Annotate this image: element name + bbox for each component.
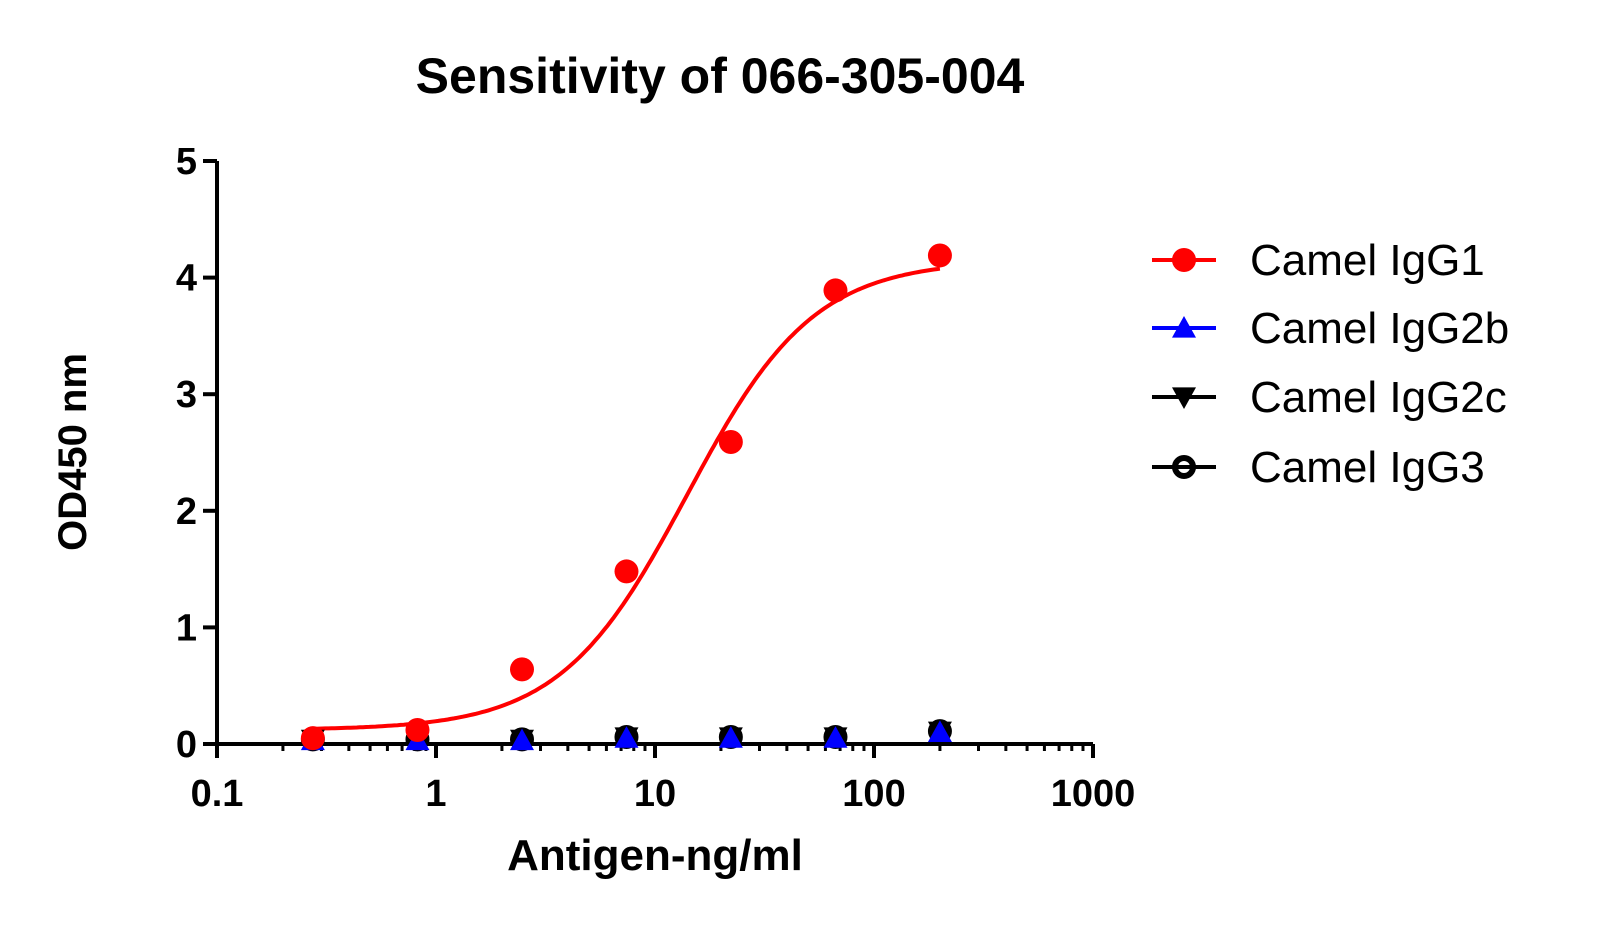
legend-marker (1172, 248, 1196, 272)
x-tick-label: 10 (634, 773, 676, 815)
x-tick-label: 1 (425, 773, 446, 815)
fit-curve-camel-igg1 (312, 266, 941, 731)
data-point (823, 278, 848, 303)
legend-item: Camel IgG1 (1152, 236, 1485, 285)
legend-item: Camel IgG2c (1152, 373, 1507, 422)
data-point (718, 430, 743, 455)
legend-item: Camel IgG2b (1152, 304, 1509, 353)
x-axis-label: Antigen-ng/ml (507, 831, 803, 880)
legend-item: Camel IgG3 (1152, 443, 1485, 492)
data-point (614, 559, 639, 584)
data-point (510, 728, 535, 751)
data-point (614, 726, 639, 748)
x-tick-label: 1000 (1051, 773, 1136, 815)
series-camel-igg1 (300, 243, 952, 751)
legend-label: Camel IgG1 (1250, 236, 1485, 285)
data-point (405, 718, 430, 743)
legend-marker (1172, 387, 1196, 409)
legend-label: Camel IgG2b (1250, 304, 1509, 353)
y-axis-label: OD450 nm (51, 353, 95, 551)
data-point (927, 243, 952, 268)
data-point (718, 726, 743, 748)
y-tick-label: 1 (176, 607, 197, 649)
legend-label: Camel IgG2c (1250, 373, 1507, 422)
data-point (510, 657, 535, 682)
data-point (927, 720, 952, 742)
y-tick-label: 0 (176, 724, 197, 766)
data-point (300, 726, 325, 751)
chart-title: Sensitivity of 066-305-004 (416, 48, 1025, 104)
y-tick-label: 2 (176, 491, 197, 533)
y-tick-label: 3 (176, 374, 197, 416)
x-tick-label: 100 (842, 773, 905, 815)
legend-marker (1172, 455, 1196, 479)
legend-marker (1172, 316, 1196, 338)
y-tick-label: 5 (176, 141, 197, 183)
data-point (823, 726, 848, 748)
x-tick-label: 0.1 (191, 773, 244, 815)
legend-label: Camel IgG3 (1250, 443, 1485, 492)
y-tick-label: 4 (176, 258, 197, 300)
